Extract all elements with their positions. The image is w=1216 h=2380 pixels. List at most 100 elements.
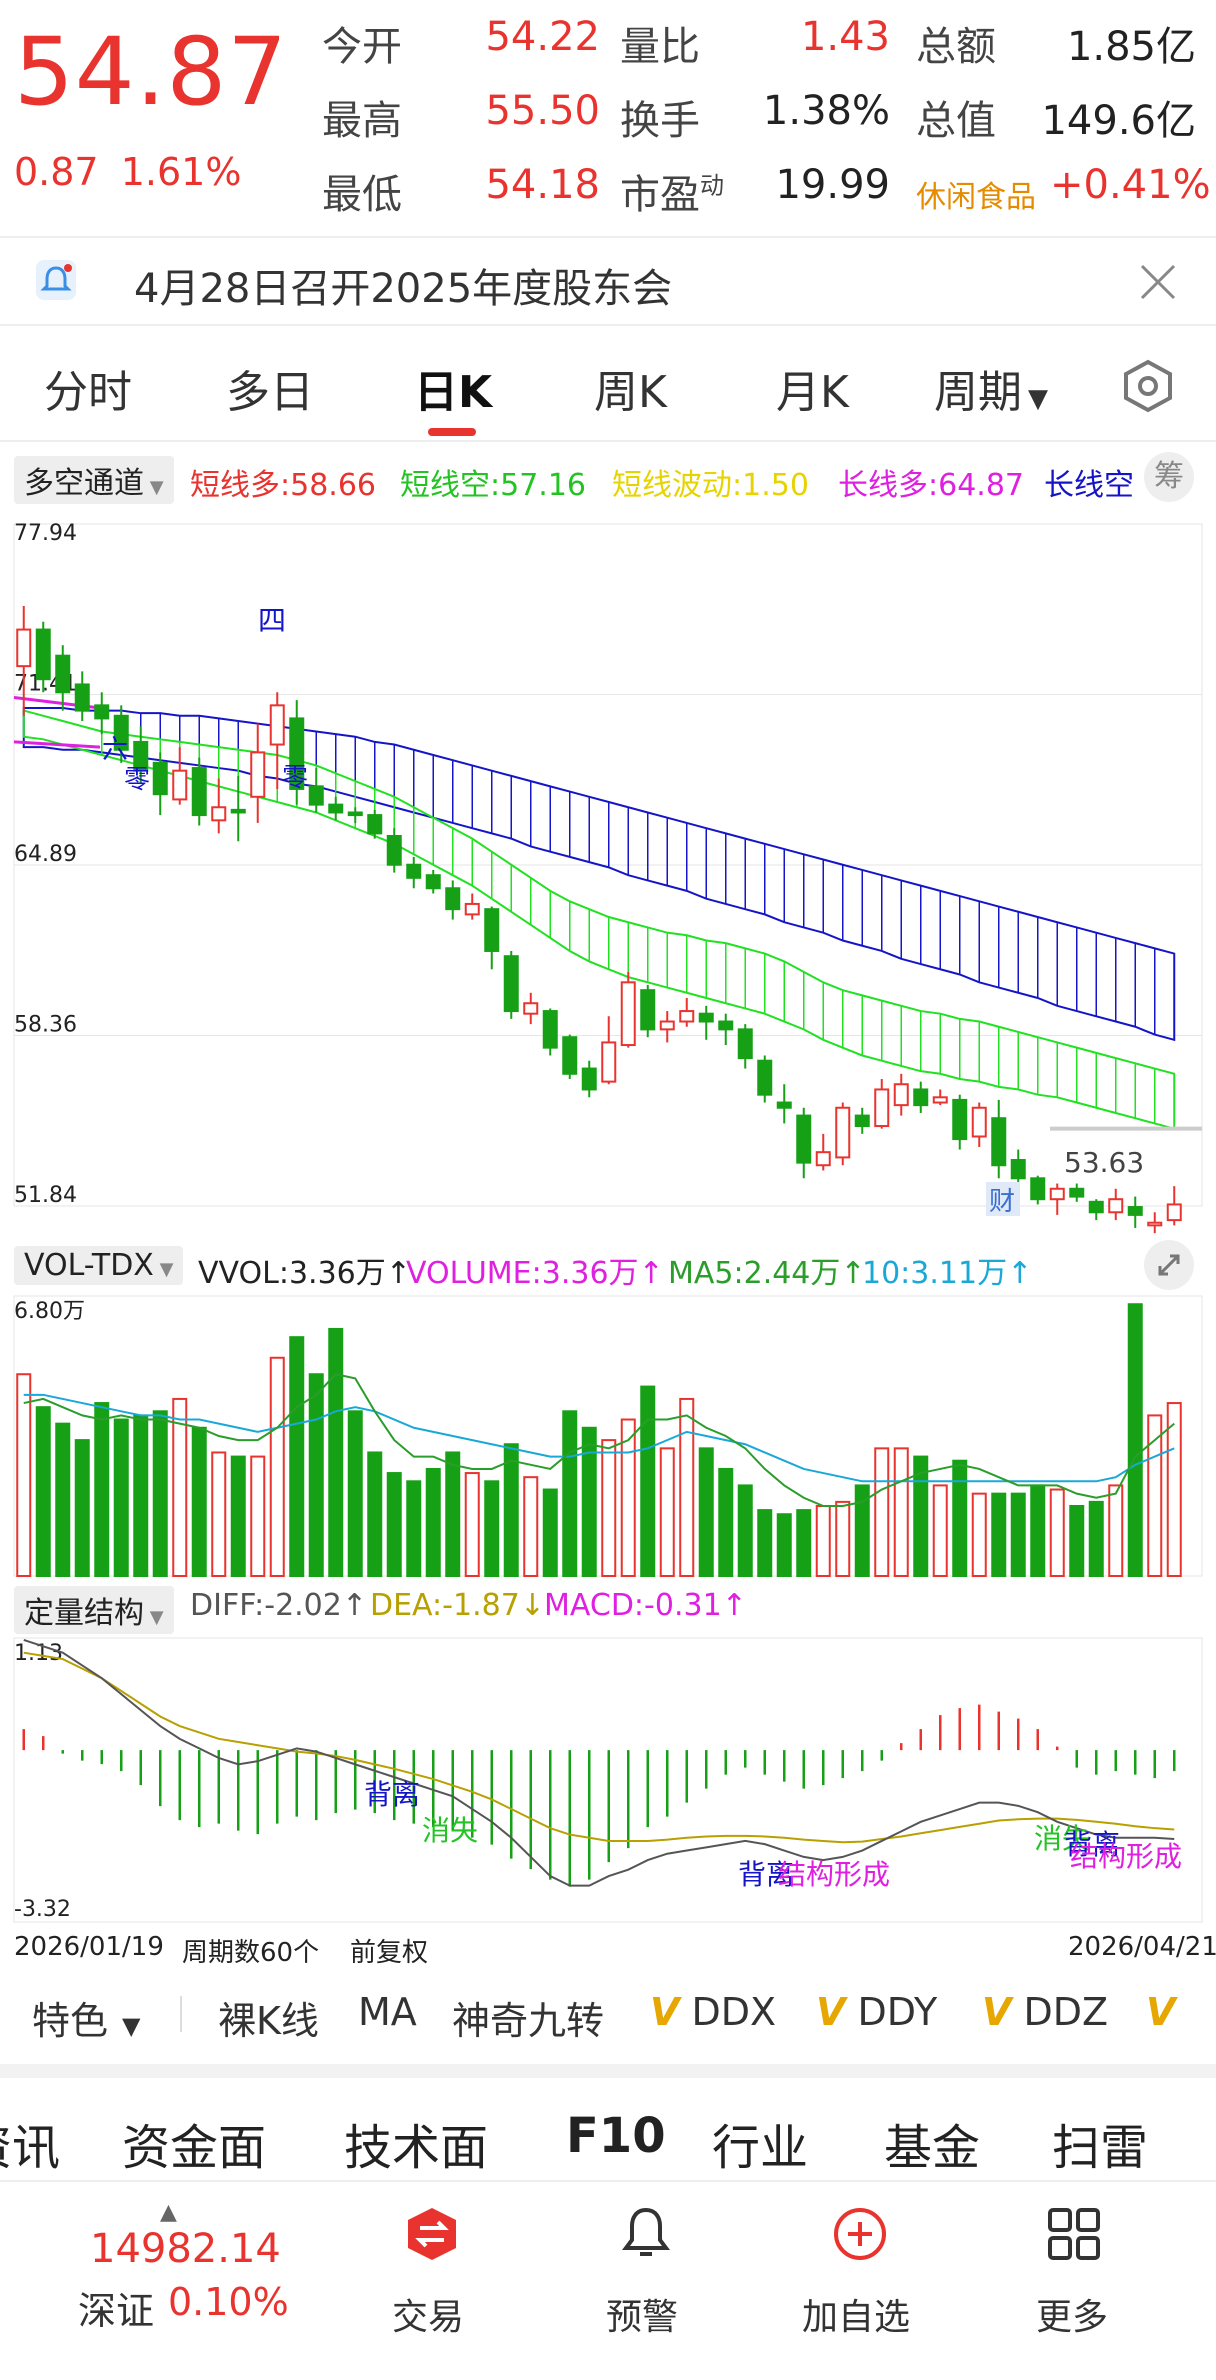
tab-daily-k[interactable]: 日K — [414, 367, 493, 418]
section-risk[interactable]: 扫雷 — [1052, 2120, 1149, 2176]
y-tick-label: 64.89 — [14, 842, 77, 867]
adjust-mode[interactable]: 前复权 — [350, 1938, 429, 1968]
volume-bar — [796, 1509, 812, 1577]
tab-period[interactable]: 周期 ▼ — [934, 367, 1048, 418]
candle-body — [347, 811, 363, 817]
feature-nine-turn[interactable]: 神奇九转 — [452, 1999, 605, 2043]
macd-annotation: 结构形成 — [778, 1858, 890, 1891]
candle-body — [698, 1012, 714, 1023]
candle-body — [1147, 1221, 1163, 1227]
diff-value: DIFF:-2.02↑ — [190, 1588, 367, 1623]
candle-body — [718, 1020, 734, 1031]
volume-bar — [464, 1472, 480, 1577]
bell-icon — [36, 260, 76, 300]
tab-intraday[interactable]: 分时 — [44, 367, 132, 418]
low-value: 54.18 — [485, 162, 600, 208]
candle-body — [893, 1083, 909, 1107]
volume-max-label: 6.80万 — [14, 1299, 85, 1324]
nav-more-label: 更多 — [1036, 2297, 1109, 2338]
expand-icon[interactable] — [1144, 1240, 1194, 1290]
tab-multi-day[interactable]: 多日 — [226, 367, 314, 418]
volume-chart[interactable]: 6.80万 — [0, 1290, 1216, 1580]
candle-body — [152, 761, 168, 796]
macd-annotation: 背离 — [364, 1778, 420, 1811]
feature-naked-k[interactable]: 裸K线 — [218, 1999, 319, 2043]
nav-add-watchlist[interactable]: 加自选 — [796, 2182, 926, 2372]
turnover-value: 1.38% — [762, 88, 890, 134]
add-circle-icon — [832, 2206, 888, 2262]
volume-ma5-line — [23, 1373, 1175, 1507]
candle-body — [386, 834, 402, 866]
volume-bar — [991, 1492, 1007, 1578]
tab-weekly-k[interactable]: 周K — [594, 367, 667, 418]
section-news[interactable]: 资讯 — [0, 2120, 61, 2176]
candle-body — [952, 1098, 968, 1141]
active-tab-indicator — [428, 428, 476, 436]
feature-menu[interactable]: 特色 ▼ — [32, 1999, 141, 2043]
candle-body — [484, 908, 500, 952]
nav-trade[interactable]: 交易 — [380, 2182, 480, 2372]
high-label: 最高 — [322, 98, 402, 144]
feature-more-v[interactable]: V — [1146, 1990, 1176, 2034]
nav-more[interactable]: 更多 — [1026, 2182, 1136, 2372]
feature-ma[interactable]: MA — [358, 1990, 417, 2034]
finance-badge-text: 财 — [989, 1187, 1015, 1217]
volume-bar — [328, 1327, 344, 1577]
candle-body — [1010, 1159, 1026, 1180]
volume-bar — [172, 1397, 188, 1577]
volume-bar — [1127, 1303, 1143, 1578]
section-fund[interactable]: 基金 — [884, 2120, 981, 2176]
index-ticker[interactable]: ▲ 14982.14 深证 0.10% — [0, 2182, 350, 2380]
tab-monthly-k[interactable]: 月K — [776, 367, 849, 418]
volume-bar — [35, 1406, 51, 1577]
nav-alert[interactable]: 预警 — [594, 2182, 694, 2372]
caret-down-icon: ▼ — [144, 1607, 164, 1628]
section-technical[interactable]: 技术面 — [344, 2120, 489, 2176]
macd-indicator-select[interactable]: 定量结构 ▼ — [14, 1586, 174, 1634]
quote-header: 54.87 0.87 1.61% 今开 54.22 量比 1.43 总额 1.8… — [0, 0, 1216, 236]
volume-ma10-line — [23, 1393, 1175, 1483]
feature-ddy[interactable]: V DDY — [816, 1990, 938, 2034]
candle-body — [1127, 1206, 1143, 1216]
bell-icon — [618, 2204, 674, 2264]
macd-annotation: 消失 — [1034, 1822, 1090, 1855]
section-capital[interactable]: 资金面 — [122, 2120, 267, 2176]
annotation-zero: 零 — [282, 763, 308, 793]
annotation-four: 四 — [258, 604, 286, 637]
volume-bar — [971, 1492, 987, 1578]
volume-bar — [718, 1467, 734, 1577]
candle-body — [601, 1041, 617, 1083]
volume-bar — [757, 1509, 773, 1577]
volume-bar — [640, 1385, 656, 1577]
start-date: 2026/01/19 — [14, 1932, 164, 1962]
candle-body — [776, 1101, 792, 1109]
section-industry[interactable]: 行业 — [712, 2120, 809, 2176]
candle-body — [620, 981, 636, 1047]
volume-indicator-select[interactable]: VOL-TDX ▼ — [14, 1246, 184, 1285]
section-f10[interactable]: F10 — [566, 2108, 666, 2164]
feature-ddz[interactable]: V DDZ — [982, 1990, 1109, 2034]
volume-bar — [386, 1472, 402, 1577]
notice-bar[interactable]: 4月28日召开2025年度股东会 — [0, 238, 1216, 324]
change-percent: 1.61% — [120, 150, 242, 194]
volume-bar — [308, 1373, 324, 1577]
vvol-value: VVOL:3.36万↑ — [198, 1256, 411, 1291]
candle-body — [308, 785, 324, 806]
change-value: 0.87 — [14, 150, 99, 194]
candle-body — [815, 1151, 831, 1167]
volume-bar — [1049, 1488, 1065, 1578]
annotation-six: 六 — [102, 735, 128, 765]
volume-bar — [74, 1439, 90, 1577]
close-icon[interactable] — [1136, 260, 1180, 304]
feature-ddx[interactable]: V DDX — [650, 1990, 777, 2034]
divider — [0, 236, 1216, 238]
chip-distribution-button[interactable]: 筹 — [1144, 452, 1194, 502]
industry-label[interactable]: 休闲食品 — [916, 180, 1036, 215]
settings-hexagon-icon[interactable] — [1120, 358, 1176, 414]
ma5-value: MA5:2.44万↑ — [668, 1256, 866, 1291]
main-indicator-select[interactable]: 多空通道 ▼ — [14, 456, 174, 504]
candle-body — [406, 863, 422, 879]
grid-menu-icon — [1046, 2206, 1102, 2262]
